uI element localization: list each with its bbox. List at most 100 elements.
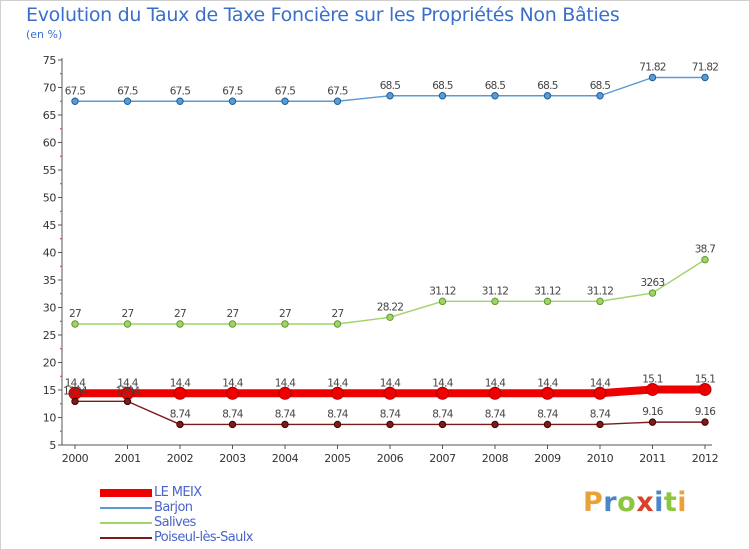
x-tick-label: 2007	[429, 452, 456, 465]
legend-label: Poiseul-lès-Saulx	[154, 530, 254, 545]
data-label: 3263	[641, 277, 665, 289]
data-point	[71, 97, 79, 105]
data-label: 1294	[116, 385, 141, 397]
x-tick-label: 2000	[62, 452, 89, 465]
data-label: 68.5	[537, 80, 558, 92]
data-point	[228, 97, 237, 105]
data-point	[226, 386, 239, 400]
data-label: 68.5	[380, 80, 401, 92]
data-point	[383, 386, 397, 400]
legend-swatch	[100, 537, 152, 539]
data-label: 27	[174, 308, 186, 320]
data-point	[698, 382, 712, 396]
data-label: 14.4	[275, 377, 297, 389]
data-label: 31.12	[482, 285, 509, 297]
y-tick-label: 50	[43, 192, 57, 205]
data-point	[333, 420, 342, 429]
data-label: 38.7	[695, 244, 716, 256]
data-label: 67.5	[170, 85, 191, 97]
data-label: 68.5	[432, 80, 453, 92]
legend-label: Salives	[154, 515, 196, 530]
x-tick-label: 2003	[219, 452, 246, 465]
data-label: 31.12	[587, 285, 614, 297]
data-point	[491, 92, 499, 100]
data-label: 8.74	[537, 408, 559, 420]
legend-label: Barjon	[154, 500, 193, 515]
axes: 5 10 15 20 25 30 35 40 45 50 55 60 65 70 75 2000 2001 200…	[43, 54, 719, 465]
proxiti-logo: Proxiti	[583, 487, 687, 518]
data-label: 8.74	[380, 408, 402, 420]
legend-item-poiseul-les-saulx[interactable]: Poiseul-lès-Saulx	[100, 530, 300, 545]
data-label: 8.74	[275, 408, 297, 420]
y-tick-label: 45	[43, 219, 57, 232]
data-label: 27	[279, 308, 291, 320]
data-point	[541, 386, 554, 400]
chart-title: Evolution du Taux de Taxe Foncière sur l…	[26, 4, 620, 26]
data-label: 15.1	[642, 373, 663, 385]
data-label: 1294	[63, 385, 88, 397]
data-label: 8.74	[590, 408, 612, 420]
data-point	[123, 97, 132, 105]
data-point	[701, 418, 709, 426]
data-label: 27	[69, 308, 81, 320]
data-label: 14.4	[590, 377, 612, 389]
y-tick-label: 5	[49, 439, 56, 452]
legend-item-le-meix[interactable]: LE MEIX	[100, 485, 300, 500]
data-point	[386, 92, 394, 100]
data-point	[386, 313, 394, 321]
y-tick-label: 75	[43, 54, 57, 67]
logo-letter: o	[617, 487, 637, 518]
data-label: 27	[332, 308, 344, 320]
logo-letter: i	[654, 487, 664, 518]
logo-letter: x	[636, 487, 655, 518]
series-layer	[68, 73, 712, 429]
data-point	[436, 386, 449, 400]
logo-letter: t	[663, 487, 678, 518]
data-label: 31.12	[429, 285, 456, 297]
y-tick-label: 40	[43, 247, 57, 260]
data-point	[438, 420, 447, 429]
logo-letter: P	[583, 487, 604, 518]
legend-item-salives[interactable]: Salives	[100, 515, 300, 530]
data-label: 8.74	[485, 408, 507, 420]
data-point	[281, 97, 289, 105]
series-le-meix	[68, 382, 712, 400]
data-label: 8.74	[222, 408, 244, 420]
data-point	[71, 320, 79, 328]
data-label: 14.4	[537, 377, 559, 389]
y-tick-label: 55	[43, 164, 57, 177]
data-label: 67.5	[327, 85, 348, 97]
y-unit-label: (en %)	[26, 28, 63, 41]
data-label: 67.5	[275, 85, 296, 97]
data-point	[123, 397, 132, 406]
data-label: 14.4	[327, 377, 349, 389]
data-point	[176, 320, 184, 328]
data-label: 15.1	[695, 373, 716, 385]
data-label: 27	[227, 308, 239, 320]
y-tick-label: 65	[43, 109, 57, 122]
data-label: 9.16	[642, 406, 664, 418]
logo-letter: i	[677, 487, 688, 518]
x-tick-label: 2001	[114, 452, 140, 465]
data-label: 8.74	[327, 408, 349, 420]
data-label: 14.4	[485, 377, 507, 389]
data-point	[543, 420, 552, 429]
data-point	[488, 386, 502, 400]
legend-item-barjon[interactable]: Barjon	[100, 500, 300, 515]
y-tick-label: 20	[43, 357, 57, 370]
y-tick-label: 30	[43, 302, 57, 315]
data-point	[701, 73, 709, 82]
data-label: 67.5	[65, 85, 86, 97]
y-tick-label: 15	[43, 384, 57, 397]
data-label: 14.4	[222, 377, 244, 389]
data-point	[701, 255, 709, 264]
data-point	[123, 320, 132, 328]
data-label: 14.4	[117, 377, 139, 389]
data-point	[386, 420, 394, 429]
data-point	[491, 420, 499, 429]
data-label: 68.5	[485, 80, 506, 92]
data-label: 71.82	[692, 61, 719, 73]
legend: LE MEIX Barjon Salives Poiseul-lès-Saulx	[100, 485, 300, 545]
